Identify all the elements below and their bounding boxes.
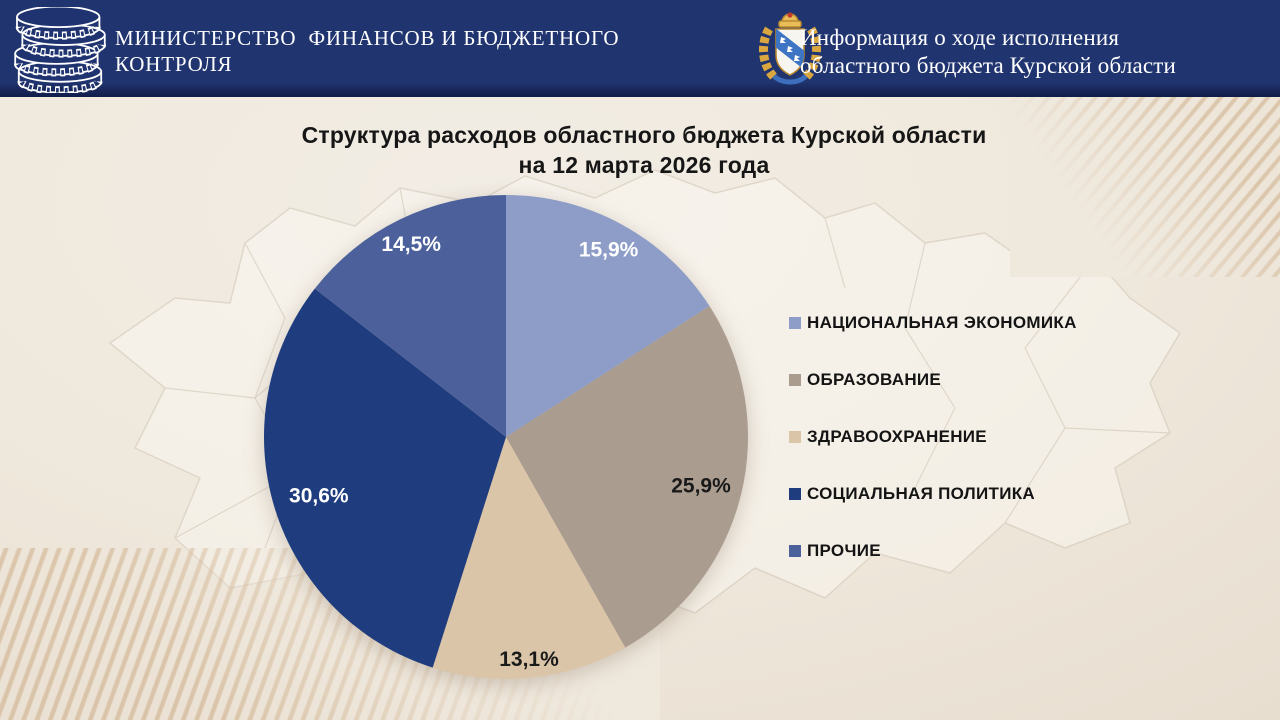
decor-stripes-top-right — [1010, 97, 1280, 277]
pie-label-4: 30,6% — [289, 485, 349, 508]
legend-item-3: ЗДРАВООХРАНЕНИЕ — [789, 426, 1077, 447]
coins-stack-icon — [12, 5, 108, 95]
pie-label-1: 15,9% — [579, 239, 639, 262]
pie-label-2: 25,9% — [671, 475, 731, 498]
legend-swatch-icon — [789, 487, 801, 500]
legend-swatch-icon — [789, 316, 801, 329]
legend-item-4: СОЦИАЛЬНАЯ ПОЛИТИКА — [789, 483, 1077, 504]
legend-swatch-icon — [789, 544, 801, 557]
legend-label: НАЦИОНАЛЬНАЯ ЭКОНОМИКА — [807, 313, 1077, 332]
legend-item-2: ОБРАЗОВАНИЕ — [789, 369, 1077, 390]
pie-slice-5 — [314, 195, 506, 437]
pie-slice-2 — [506, 306, 748, 648]
legend-item-5: ПРОЧИЕ — [789, 540, 1077, 561]
pie-chart: 15,9% 25,9% 13,1% 30,6% 14,5% — [264, 195, 748, 679]
chart-legend: НАЦИОНАЛЬНАЯ ЭКОНОМИКА ОБРАЗОВАНИЕ ЗДРАВОО… — [789, 312, 1077, 597]
ministry-title: МИНИСТЕРСТВО ФИНАНСОВ И БЮДЖЕТНОГО КОНТР… — [115, 26, 620, 76]
header-bar: МИНИСТЕРСТВО ФИНАНСОВ И БЮДЖЕТНОГО КОНТР… — [0, 0, 1280, 97]
header-info-title: Информация о ходе исполнения областного … — [800, 25, 1177, 78]
legend-swatch-icon — [789, 373, 801, 386]
chart-title: Структура расходов областного бюджета Ку… — [301, 122, 987, 178]
pie-label-5: 14,5% — [381, 233, 441, 256]
legend-label: ЗДРАВООХРАНЕНИЕ — [807, 427, 987, 446]
pie-slice-1 — [506, 195, 710, 437]
legend-item-1: НАЦИОНАЛЬНАЯ ЭКОНОМИКА — [789, 312, 1077, 333]
legend-swatch-icon — [789, 430, 801, 443]
pie-slice-3 — [432, 437, 626, 679]
pie-label-3: 13,1% — [499, 648, 559, 671]
legend-label: СОЦИАЛЬНАЯ ПОЛИТИКА — [807, 484, 1035, 503]
pie-slice-4 — [264, 288, 506, 668]
kursk-coat-of-arms-icon — [758, 9, 822, 87]
legend-label: ПРОЧИЕ — [807, 541, 881, 560]
legend-label: ОБРАЗОВАНИЕ — [807, 370, 942, 389]
